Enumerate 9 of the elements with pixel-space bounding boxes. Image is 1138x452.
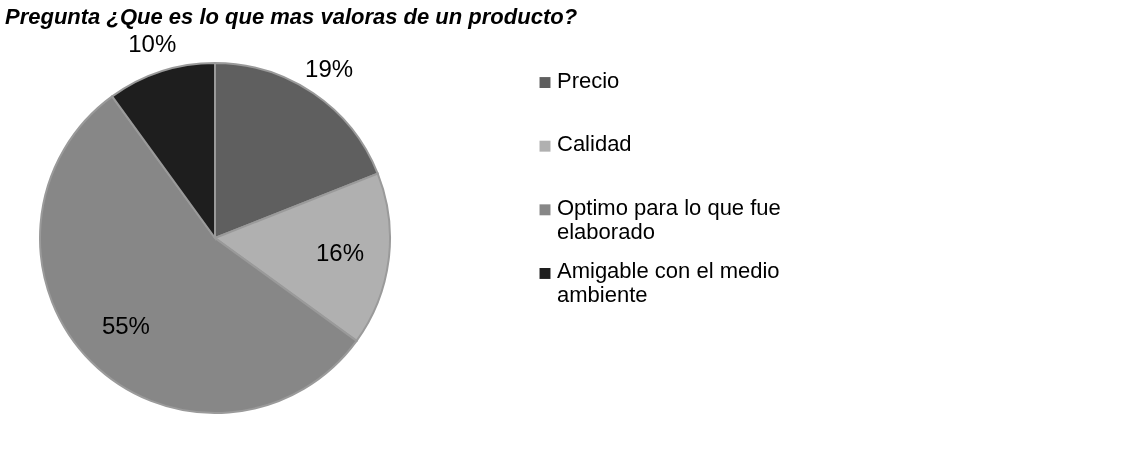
legend-label: Optimo para lo que fue elaborado	[557, 194, 781, 244]
legend-label: Amigable con el medio ambiente	[557, 258, 780, 308]
chart-title: Pregunta ¿Que es lo que mas valoras de un producto?	[5, 3, 578, 29]
data-label: 55%	[101, 312, 150, 340]
legend-label: Precio	[557, 67, 620, 93]
data-label: 16%	[315, 238, 365, 266]
data-label: 10%	[128, 29, 177, 57]
data-label: 19%	[305, 55, 354, 83]
legend-label: Calidad	[557, 131, 632, 157]
